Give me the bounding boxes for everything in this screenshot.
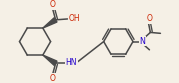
Text: O: O [50,0,56,9]
Text: O: O [147,14,152,23]
Text: OH: OH [68,14,80,23]
Polygon shape [43,55,57,65]
Text: O: O [50,74,56,83]
Text: N: N [139,37,145,46]
Text: HN: HN [66,58,77,67]
Polygon shape [43,18,57,28]
